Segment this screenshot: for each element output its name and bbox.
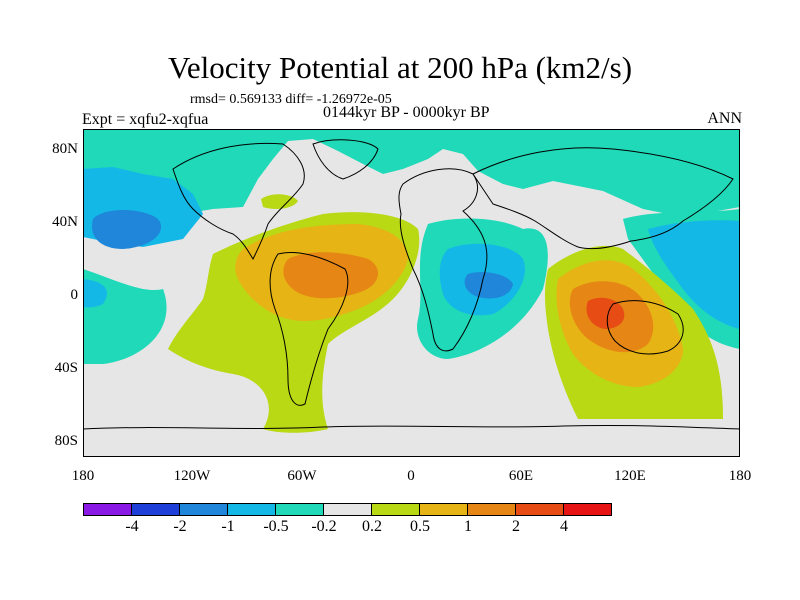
period-label: 0144kyr BP - 0000kyr BP <box>323 104 490 121</box>
colorbar-swatch <box>515 503 564 516</box>
colorbar-tick-label: 0.5 <box>410 518 430 535</box>
north-atlantic-positive <box>261 194 298 209</box>
lat-label-80n: 80N <box>52 141 78 157</box>
asia-coast <box>472 147 734 250</box>
colorbar-tick-label: 2 <box>512 518 520 535</box>
americas-positive-core <box>283 252 379 299</box>
colorbar-tick-label: 0.2 <box>362 518 382 535</box>
lon-label-120w: 120W <box>173 468 211 484</box>
lon-label-180e: 180 <box>728 468 752 484</box>
south-america-coast <box>269 251 349 406</box>
colorbar-tick-label: -0.2 <box>311 518 337 535</box>
lon-label-0: 0 <box>407 468 415 484</box>
lat-label-eq: 0 <box>70 287 79 303</box>
lon-label-60w: 60W <box>287 468 317 484</box>
north-america-coast <box>172 142 305 261</box>
colorbar-tick-label: -0.5 <box>263 518 289 535</box>
rmsd-diff-stats: rmsd= 0.569133 diff= -1.26972e-05 <box>190 92 392 107</box>
colorbar-swatch <box>323 503 372 516</box>
east-pacific-core <box>83 279 107 308</box>
colorbar-tick-label: -2 <box>173 518 187 535</box>
australia-positive-max <box>586 297 625 329</box>
colorbar-tick-label: 4 <box>560 518 568 535</box>
colorbar-swatch <box>419 503 468 516</box>
colorbar-tick-label: 1 <box>464 518 472 535</box>
colorbar-swatch <box>227 503 276 516</box>
lon-label-180w: 180 <box>71 468 95 484</box>
season-label: ANN <box>707 110 742 127</box>
colorbar-swatch <box>131 503 180 516</box>
antarctica-coast <box>83 424 740 430</box>
europe-africa-coast <box>398 168 488 352</box>
lat-label-80s: 80S <box>54 433 78 449</box>
colorbar-swatch <box>371 503 420 516</box>
lat-label-40n: 40N <box>52 214 78 230</box>
greenland-coast <box>312 139 379 180</box>
velocity-potential-map <box>83 129 740 457</box>
north-polar-negative-band <box>83 129 740 217</box>
colorbar-swatch <box>83 503 132 516</box>
west-pacific-mid <box>648 220 740 329</box>
north-pacific-core <box>92 210 162 249</box>
colorbar-tick-label: -1 <box>221 518 235 535</box>
coastlines <box>83 139 740 430</box>
experiment-label: Expt = xqfu2-xqfua <box>82 111 209 128</box>
colorbar-swatch <box>275 503 324 516</box>
australia-coast <box>606 300 684 355</box>
colorbar-swatch <box>467 503 516 516</box>
colorbar <box>83 503 612 516</box>
map-frame <box>83 129 740 457</box>
lon-label-120e: 120E <box>614 468 646 484</box>
colorbar-swatch <box>179 503 228 516</box>
lon-label-60e: 60E <box>508 468 534 484</box>
indian-ocean-core <box>464 272 513 299</box>
colorbar-swatch <box>563 503 612 516</box>
lat-label-40s: 40S <box>54 360 78 376</box>
colorbar-tick-label: -4 <box>125 518 139 535</box>
plot-title: Velocity Potential at 200 hPa (km2/s) <box>167 50 633 85</box>
